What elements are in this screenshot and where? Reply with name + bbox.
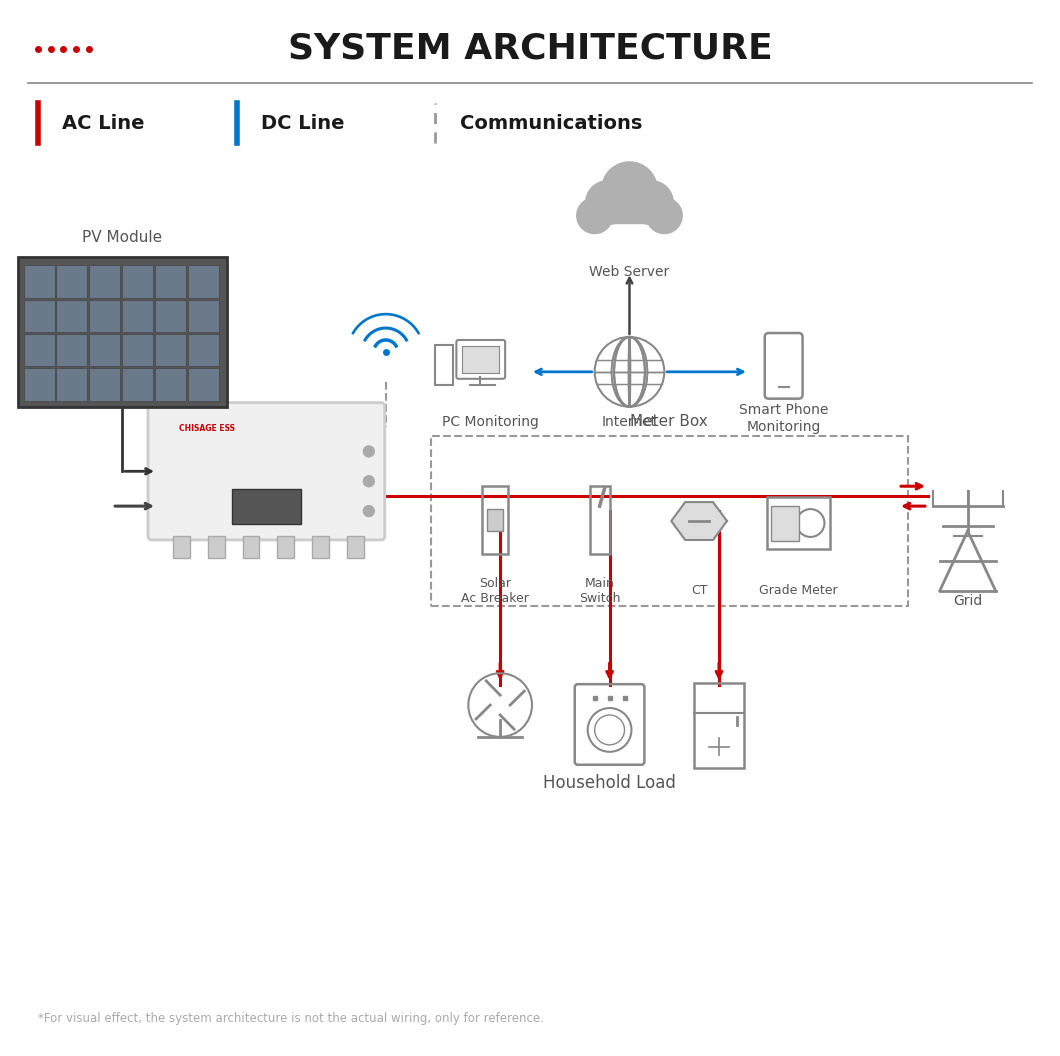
Bar bbox=[766, 497, 830, 549]
Bar bbox=[347, 536, 364, 558]
Circle shape bbox=[586, 181, 630, 225]
Text: CHISAGE ESS: CHISAGE ESS bbox=[179, 425, 234, 433]
Circle shape bbox=[577, 197, 613, 233]
Text: Communications: Communications bbox=[460, 114, 642, 133]
Bar bbox=[23, 265, 54, 298]
Bar bbox=[122, 334, 153, 366]
Bar bbox=[488, 509, 504, 531]
Bar bbox=[188, 334, 218, 366]
Text: CT: CT bbox=[691, 584, 707, 598]
Bar bbox=[591, 203, 668, 223]
Text: Household Load: Household Load bbox=[543, 774, 676, 792]
Bar bbox=[56, 334, 87, 366]
Text: Internet: Internet bbox=[602, 415, 657, 429]
Bar bbox=[430, 436, 908, 605]
Bar bbox=[188, 300, 218, 332]
Text: Grid: Grid bbox=[953, 593, 983, 607]
Bar bbox=[23, 300, 54, 332]
Bar bbox=[436, 345, 454, 384]
Bar bbox=[312, 536, 329, 558]
Bar bbox=[155, 265, 186, 298]
Bar bbox=[155, 300, 186, 332]
Bar bbox=[122, 369, 153, 400]
Bar bbox=[122, 265, 153, 298]
Bar bbox=[694, 683, 744, 768]
Bar bbox=[122, 300, 153, 332]
Text: Web Server: Web Server bbox=[589, 265, 670, 280]
Text: Meter Box: Meter Box bbox=[631, 414, 708, 429]
Bar bbox=[56, 265, 87, 298]
Bar bbox=[155, 369, 186, 400]
Bar bbox=[231, 489, 301, 524]
Bar bbox=[89, 369, 120, 400]
Text: DC Line: DC Line bbox=[262, 114, 344, 133]
Bar bbox=[188, 369, 218, 400]
Polygon shape bbox=[671, 502, 727, 540]
Text: Grade Meter: Grade Meter bbox=[759, 584, 837, 598]
Text: PC Monitoring: PC Monitoring bbox=[442, 415, 538, 429]
Circle shape bbox=[364, 446, 374, 457]
Bar bbox=[155, 334, 186, 366]
Bar bbox=[23, 334, 54, 366]
Text: AC Line: AC Line bbox=[63, 114, 145, 133]
Bar bbox=[56, 369, 87, 400]
Circle shape bbox=[364, 476, 374, 487]
Bar bbox=[208, 536, 225, 558]
Bar bbox=[771, 506, 798, 541]
Bar bbox=[23, 369, 54, 400]
Bar bbox=[89, 300, 120, 332]
FancyBboxPatch shape bbox=[148, 402, 385, 540]
Bar bbox=[188, 265, 218, 298]
Text: Smart Phone
Monitoring: Smart Phone Monitoring bbox=[739, 403, 828, 434]
Bar bbox=[589, 486, 609, 553]
Text: PV Module: PV Module bbox=[82, 230, 162, 245]
Bar bbox=[278, 536, 295, 558]
Bar bbox=[18, 258, 227, 407]
Text: Solar
Ac Breaker: Solar Ac Breaker bbox=[461, 577, 529, 605]
Bar bbox=[89, 265, 120, 298]
Text: Main
Switch: Main Switch bbox=[579, 577, 620, 605]
Circle shape bbox=[602, 162, 657, 218]
Bar bbox=[482, 486, 508, 553]
Circle shape bbox=[647, 197, 683, 233]
Text: *For visual effect, the system architecture is not the actual wiring, only for r: *For visual effect, the system architect… bbox=[37, 1012, 544, 1025]
Text: SYSTEM ARCHITECTURE: SYSTEM ARCHITECTURE bbox=[287, 32, 773, 65]
Bar bbox=[89, 334, 120, 366]
Circle shape bbox=[364, 506, 374, 516]
Circle shape bbox=[630, 181, 673, 225]
Bar bbox=[56, 300, 87, 332]
Bar bbox=[243, 536, 260, 558]
Bar bbox=[173, 536, 190, 558]
Bar bbox=[462, 346, 499, 373]
